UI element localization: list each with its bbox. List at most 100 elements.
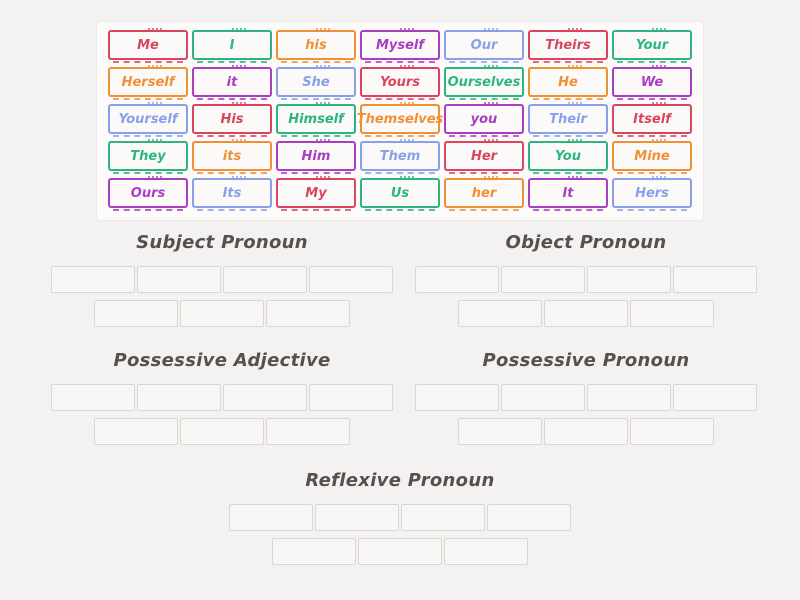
- word-tile[interactable]: Yourself: [108, 102, 188, 137]
- word-tile[interactable]: his: [276, 28, 356, 63]
- word-tile-label: it: [226, 74, 238, 90]
- word-tile[interactable]: Its: [192, 176, 272, 211]
- drop-slot[interactable]: [315, 504, 399, 531]
- word-tile[interactable]: her: [444, 176, 524, 211]
- word-tile[interactable]: Hers: [612, 176, 692, 211]
- word-tile-label: Hers: [635, 185, 669, 201]
- word-tile[interactable]: it: [192, 65, 272, 100]
- drop-slot[interactable]: [180, 418, 264, 445]
- word-tile-label: They: [130, 148, 166, 164]
- word-tile[interactable]: Mine: [612, 139, 692, 174]
- drop-slot[interactable]: [309, 266, 393, 293]
- drop-slot[interactable]: [94, 418, 178, 445]
- drop-slot[interactable]: [673, 266, 757, 293]
- group-title: Possessive Adjective: [113, 350, 331, 371]
- group-object-pronoun: Object Pronoun: [408, 232, 764, 334]
- word-tile-label: Me: [137, 37, 159, 53]
- group-title: Subject Pronoun: [136, 232, 308, 253]
- drop-slot[interactable]: [266, 300, 350, 327]
- word-tile[interactable]: Their: [528, 102, 608, 137]
- word-tile[interactable]: Myself: [360, 28, 440, 63]
- word-tile-label: Her: [470, 148, 498, 164]
- word-tile-label: its: [222, 148, 242, 164]
- drop-slot[interactable]: [358, 538, 442, 565]
- drop-slot[interactable]: [223, 266, 307, 293]
- word-tile[interactable]: Yours: [360, 65, 440, 100]
- drop-slot[interactable]: [137, 384, 221, 411]
- group-title: Possessive Pronoun: [482, 350, 690, 371]
- word-tile[interactable]: Them: [360, 139, 440, 174]
- word-tile[interactable]: You: [528, 139, 608, 174]
- word-tile[interactable]: Itself: [612, 102, 692, 137]
- word-tile[interactable]: Themselves: [357, 102, 443, 137]
- word-tile[interactable]: Theirs: [528, 28, 608, 63]
- word-tile-label: his: [305, 37, 327, 53]
- drop-slot[interactable]: [444, 538, 528, 565]
- word-tile[interactable]: I: [192, 28, 272, 63]
- word-tile[interactable]: He: [528, 65, 608, 100]
- word-tile[interactable]: Our: [444, 28, 524, 63]
- word-tile-label: Their: [549, 111, 587, 127]
- drop-slot[interactable]: [501, 384, 585, 411]
- word-tile-label: Themselves: [356, 111, 444, 127]
- slot-row: [94, 418, 350, 445]
- word-tile[interactable]: They: [108, 139, 188, 174]
- word-tile-label: Herself: [121, 74, 175, 90]
- word-tile[interactable]: Me: [108, 28, 188, 63]
- drop-slot[interactable]: [266, 418, 350, 445]
- word-tile[interactable]: We: [612, 65, 692, 100]
- drop-slot[interactable]: [272, 538, 356, 565]
- word-tile-label: My: [305, 185, 327, 201]
- word-tile[interactable]: Her: [444, 139, 524, 174]
- word-tile[interactable]: Ourselves: [444, 65, 524, 100]
- slot-row: [94, 300, 350, 327]
- drop-slot[interactable]: [587, 266, 671, 293]
- word-tile-label: His: [220, 111, 244, 127]
- word-tile-label: It: [562, 185, 574, 201]
- word-tile-label: Theirs: [545, 37, 591, 53]
- word-tile[interactable]: She: [276, 65, 356, 100]
- drop-slot[interactable]: [401, 504, 485, 531]
- word-tile[interactable]: Ours: [108, 176, 188, 211]
- slot-row: [415, 266, 757, 293]
- drop-slot[interactable]: [51, 266, 135, 293]
- drop-slot[interactable]: [544, 418, 628, 445]
- word-tile-label: She: [302, 74, 330, 90]
- word-tile[interactable]: Herself: [108, 65, 188, 100]
- slot-row: [51, 384, 393, 411]
- word-tile-label: Yours: [379, 74, 421, 90]
- word-tile-label: Our: [470, 37, 498, 53]
- drop-slot[interactable]: [458, 300, 542, 327]
- word-tile-label: Its: [222, 185, 242, 201]
- word-tile[interactable]: Us: [360, 176, 440, 211]
- word-tile[interactable]: its: [192, 139, 272, 174]
- slot-row: [458, 300, 714, 327]
- word-tile-label: Itself: [633, 111, 671, 127]
- drop-slot[interactable]: [309, 384, 393, 411]
- drop-slot[interactable]: [501, 266, 585, 293]
- drop-slot[interactable]: [223, 384, 307, 411]
- word-tile[interactable]: My: [276, 176, 356, 211]
- drop-slot[interactable]: [487, 504, 571, 531]
- group-reflexive-pronoun: Reflexive Pronoun: [222, 470, 578, 572]
- drop-slot[interactable]: [630, 418, 714, 445]
- word-tile[interactable]: It: [528, 176, 608, 211]
- drop-slot[interactable]: [587, 384, 671, 411]
- word-tile[interactable]: Him: [276, 139, 356, 174]
- word-tile-label: Him: [301, 148, 331, 164]
- drop-slot[interactable]: [94, 300, 178, 327]
- drop-slot[interactable]: [180, 300, 264, 327]
- drop-slot[interactable]: [137, 266, 221, 293]
- drop-slot[interactable]: [415, 384, 499, 411]
- drop-slot[interactable]: [229, 504, 313, 531]
- drop-slot[interactable]: [544, 300, 628, 327]
- drop-slot[interactable]: [630, 300, 714, 327]
- word-tile[interactable]: Himself: [276, 102, 356, 137]
- word-tile[interactable]: His: [192, 102, 272, 137]
- drop-slot[interactable]: [415, 266, 499, 293]
- drop-slot[interactable]: [673, 384, 757, 411]
- word-tile[interactable]: you: [444, 102, 524, 137]
- drop-slot[interactable]: [51, 384, 135, 411]
- drop-slot[interactable]: [458, 418, 542, 445]
- word-tile[interactable]: Your: [612, 28, 692, 63]
